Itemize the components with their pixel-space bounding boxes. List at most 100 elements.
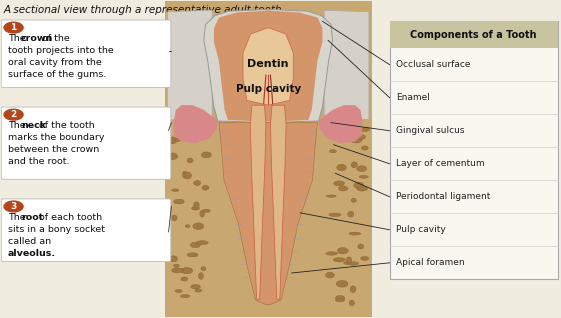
Ellipse shape	[354, 182, 364, 188]
Ellipse shape	[357, 135, 366, 139]
Ellipse shape	[172, 189, 179, 191]
Ellipse shape	[170, 256, 177, 262]
Ellipse shape	[185, 225, 190, 227]
Text: root: root	[21, 213, 43, 222]
Ellipse shape	[188, 128, 198, 133]
Ellipse shape	[201, 267, 206, 271]
Ellipse shape	[192, 206, 200, 210]
Text: The: The	[8, 213, 29, 222]
Text: alveolus.: alveolus.	[8, 249, 56, 258]
Ellipse shape	[349, 232, 361, 235]
Ellipse shape	[350, 286, 356, 293]
Text: Apical foramen: Apical foramen	[396, 258, 465, 267]
Ellipse shape	[199, 273, 204, 279]
FancyBboxPatch shape	[390, 21, 558, 279]
Circle shape	[4, 109, 23, 120]
Ellipse shape	[361, 146, 368, 150]
Text: neck: neck	[21, 121, 46, 130]
Ellipse shape	[181, 277, 188, 281]
Ellipse shape	[187, 253, 198, 257]
Text: Enamel: Enamel	[396, 93, 430, 102]
Ellipse shape	[174, 139, 181, 142]
Ellipse shape	[350, 121, 355, 125]
Ellipse shape	[361, 257, 369, 260]
FancyBboxPatch shape	[1, 199, 171, 262]
Ellipse shape	[326, 252, 337, 255]
Text: A sectional view through a representative adult tooth: A sectional view through a representativ…	[3, 5, 282, 16]
Polygon shape	[270, 105, 286, 300]
Ellipse shape	[343, 261, 353, 265]
Ellipse shape	[333, 258, 346, 262]
Text: surface of the gums.: surface of the gums.	[8, 70, 107, 79]
Text: of the tooth: of the tooth	[35, 121, 94, 130]
Ellipse shape	[201, 152, 211, 158]
Ellipse shape	[334, 181, 344, 186]
Ellipse shape	[327, 131, 334, 138]
Ellipse shape	[358, 244, 364, 249]
Circle shape	[4, 22, 23, 33]
Ellipse shape	[348, 262, 358, 265]
Ellipse shape	[190, 242, 200, 248]
Ellipse shape	[193, 223, 204, 230]
Ellipse shape	[337, 248, 348, 254]
Ellipse shape	[191, 285, 200, 289]
Text: oral cavity from the: oral cavity from the	[8, 58, 102, 67]
Polygon shape	[214, 10, 323, 122]
Ellipse shape	[202, 185, 209, 190]
Text: and the root.: and the root.	[8, 157, 70, 166]
Ellipse shape	[335, 299, 344, 302]
Ellipse shape	[196, 241, 208, 245]
Text: 2: 2	[11, 110, 17, 119]
Ellipse shape	[351, 198, 356, 202]
Ellipse shape	[329, 150, 337, 153]
Ellipse shape	[199, 122, 209, 125]
Ellipse shape	[181, 294, 190, 298]
Ellipse shape	[336, 280, 348, 287]
Ellipse shape	[329, 213, 341, 217]
Ellipse shape	[194, 202, 199, 208]
Ellipse shape	[351, 162, 357, 168]
Polygon shape	[174, 105, 218, 143]
FancyBboxPatch shape	[1, 107, 171, 179]
Polygon shape	[219, 123, 318, 305]
Polygon shape	[250, 105, 266, 300]
Text: The: The	[8, 121, 29, 130]
Ellipse shape	[187, 158, 193, 163]
Ellipse shape	[335, 295, 344, 300]
Ellipse shape	[181, 268, 193, 274]
Text: between the crown: between the crown	[8, 145, 99, 154]
Ellipse shape	[338, 186, 348, 191]
Text: Periodontal ligament: Periodontal ligament	[396, 192, 491, 201]
Ellipse shape	[203, 209, 210, 212]
Polygon shape	[204, 9, 333, 123]
Text: marks the boundary: marks the boundary	[8, 133, 104, 142]
Circle shape	[4, 201, 23, 212]
Text: 1: 1	[11, 23, 17, 32]
Text: of each tooth: of each tooth	[35, 213, 102, 222]
Polygon shape	[324, 10, 369, 120]
FancyBboxPatch shape	[165, 1, 372, 317]
Ellipse shape	[194, 181, 201, 185]
Ellipse shape	[184, 172, 191, 179]
Ellipse shape	[357, 166, 367, 171]
Ellipse shape	[349, 300, 355, 306]
Text: Pulp cavity: Pulp cavity	[396, 225, 446, 234]
Text: tooth projects into the: tooth projects into the	[8, 46, 114, 55]
Ellipse shape	[358, 128, 370, 132]
Ellipse shape	[351, 137, 362, 143]
Polygon shape	[243, 28, 293, 105]
Text: sits in a bony socket: sits in a bony socket	[8, 225, 105, 234]
Ellipse shape	[346, 257, 352, 264]
Ellipse shape	[172, 215, 177, 221]
Ellipse shape	[200, 210, 205, 217]
Ellipse shape	[168, 137, 177, 144]
Text: Layer of cementum: Layer of cementum	[396, 159, 485, 168]
Ellipse shape	[325, 272, 334, 278]
Ellipse shape	[198, 127, 210, 134]
Text: Dentin: Dentin	[247, 59, 289, 69]
Ellipse shape	[168, 153, 177, 160]
Text: Pulp cavity: Pulp cavity	[236, 84, 301, 94]
Ellipse shape	[175, 290, 182, 293]
Ellipse shape	[337, 164, 346, 171]
Ellipse shape	[360, 176, 368, 178]
